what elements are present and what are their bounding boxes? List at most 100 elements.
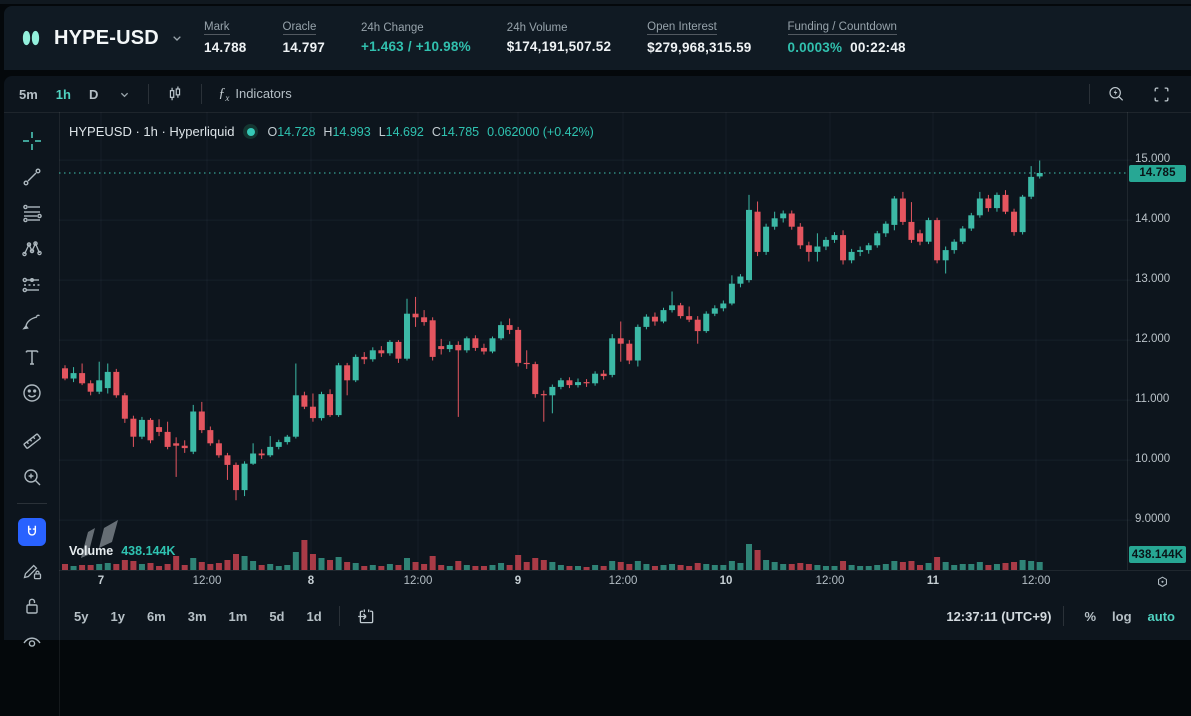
drawing-toolbar (4, 112, 60, 716)
legend-close: C14.785 (432, 125, 479, 139)
range-1y-button[interactable]: 1y (101, 606, 133, 627)
time-axis-label: 12:00 (816, 575, 845, 587)
indicators-button[interactable]: ƒx Indicators (210, 83, 299, 106)
volume-value: 438.144K (121, 544, 175, 558)
gear-icon (1154, 574, 1171, 591)
range-1d-button[interactable]: 1d (298, 606, 331, 627)
price-axis-label: 12.000 (1135, 333, 1170, 345)
go-to-date-button[interactable] (348, 603, 385, 630)
xabcd-pattern-icon (20, 237, 44, 261)
symbol-title: HYPE-USD (54, 27, 159, 50)
chart-clock[interactable]: 12:37:11 (UTC+9) (946, 609, 1051, 624)
magnet-tool[interactable] (18, 518, 46, 546)
legend-change: 0.062000 (+0.42%) (487, 125, 594, 139)
stat-oracle[interactable]: Oracle 14.797 (283, 21, 326, 55)
time-axis-label: 7 (98, 575, 104, 587)
stat-value: $279,968,315.59 (647, 40, 751, 55)
time-axis-label: 11 (927, 575, 939, 587)
stat-24h-volume: 24h Volume $174,191,507.52 (507, 22, 611, 54)
drawing-mode-lock-icon (20, 558, 44, 582)
brush-tool[interactable] (18, 309, 46, 333)
stat-funding-countdown[interactable]: Funding / Countdown 0.0003% 00:22:48 (788, 21, 906, 55)
lock-all-drawings-tool[interactable] (18, 594, 46, 618)
measure-tool[interactable] (18, 429, 46, 453)
fx-icon: ƒx (218, 86, 229, 103)
price-axis-label: 14.000 (1135, 213, 1170, 225)
magnet-icon (22, 522, 42, 542)
range-5y-button[interactable]: 5y (65, 606, 97, 627)
volume-tag: 438.144K (1129, 546, 1186, 563)
funding-rate: 0.0003% (788, 40, 843, 55)
time-axis-label: 12:00 (193, 575, 222, 587)
bottom-divider (339, 606, 340, 626)
top-strip (0, 0, 1191, 4)
auto-scale-button[interactable]: auto (1140, 606, 1183, 627)
hide-drawings-tool[interactable] (18, 630, 46, 654)
lock-all-icon (20, 594, 44, 618)
chart-settings-button[interactable] (1154, 574, 1171, 591)
trading-terminal: HYPE-USD Mark 14.788 Oracle 14.797 24h C… (0, 0, 1191, 646)
stat-open-interest[interactable]: Open Interest $279,968,315.59 (647, 21, 751, 55)
chevron-down-icon (117, 87, 132, 102)
time-axis-label: 12:00 (609, 575, 638, 587)
symbol-selector[interactable]: HYPE-USD (4, 25, 204, 51)
bottom-divider (1063, 606, 1064, 626)
xabcd-pattern-tool[interactable] (18, 237, 46, 261)
emoji-tool[interactable] (18, 381, 46, 405)
price-axis[interactable]: 14.785 438.144K 15.000 14.000 13.000 12.000… (1127, 112, 1191, 570)
zoom-in-icon (20, 465, 44, 489)
percent-scale-button[interactable]: % (1076, 606, 1104, 627)
crosshair-tool[interactable] (18, 129, 46, 153)
stat-label: Funding / Countdown (788, 21, 897, 35)
quick-search-button[interactable] (1098, 81, 1134, 107)
stay-in-drawing-mode-tool[interactable] (18, 558, 46, 582)
text-tool[interactable] (18, 345, 46, 369)
range-5d-button[interactable]: 5d (260, 606, 293, 627)
toolbar-divider (17, 503, 47, 504)
time-axis-label: 9 (515, 575, 521, 587)
trendline-icon (20, 165, 44, 189)
legend-title: HYPEUSD · 1h · Hyperliquid (69, 124, 234, 139)
interval-d-button[interactable]: D (82, 84, 105, 105)
indicators-label: Indicators (235, 86, 291, 101)
market-header: HYPE-USD Mark 14.788 Oracle 14.797 24h C… (4, 6, 1191, 70)
stat-value: 14.797 (283, 40, 326, 55)
interval-dropdown-button[interactable] (109, 84, 140, 105)
price-axis-label: 15.000 (1135, 153, 1170, 165)
series-toggle-dot[interactable] (243, 124, 258, 139)
chart-legend: HYPEUSD · 1h · Hyperliquid O14.728 H14.9… (69, 124, 594, 139)
trendline-tool[interactable] (18, 165, 46, 189)
projection-tool[interactable] (18, 273, 46, 297)
interval-5m-button[interactable]: 5m (12, 84, 45, 105)
zoom-in-tool[interactable] (18, 465, 46, 489)
stat-value: $174,191,507.52 (507, 39, 611, 54)
price-axis-label: 11.000 (1135, 393, 1169, 405)
stat-label: 24h Change (361, 22, 424, 34)
stat-mark[interactable]: Mark 14.788 (204, 21, 247, 55)
range-1m-button[interactable]: 1m (220, 606, 257, 627)
price-axis-label: 13.000 (1135, 273, 1170, 285)
fib-retracement-icon (20, 201, 44, 225)
range-6m-button[interactable]: 6m (138, 606, 175, 627)
fib-retracement-tool[interactable] (18, 201, 46, 225)
log-scale-button[interactable]: log (1104, 606, 1140, 627)
last-price-tag: 14.785 (1129, 165, 1186, 182)
fullscreen-button[interactable] (1144, 82, 1179, 107)
time-axis-label: 8 (308, 575, 314, 587)
funding-countdown: 00:22:48 (850, 40, 906, 55)
symbol-chevron-down-icon (169, 30, 185, 46)
legend-open: O14.728 (267, 125, 315, 139)
stat-label: Open Interest (647, 21, 717, 35)
chart-style-button[interactable] (157, 81, 193, 107)
legend-low: L14.692 (379, 125, 424, 139)
price-axis-label: 10.000 (1135, 453, 1170, 465)
stat-label: Oracle (283, 21, 317, 35)
projection-icon (20, 273, 44, 297)
ruler-icon (20, 429, 44, 453)
stat-label: Mark (204, 21, 230, 35)
interval-1h-button[interactable]: 1h (49, 84, 78, 105)
range-3m-button[interactable]: 3m (179, 606, 216, 627)
candlestick-chart[interactable]: HYPEUSD · 1h · Hyperliquid O14.728 H14.9… (59, 112, 1132, 570)
